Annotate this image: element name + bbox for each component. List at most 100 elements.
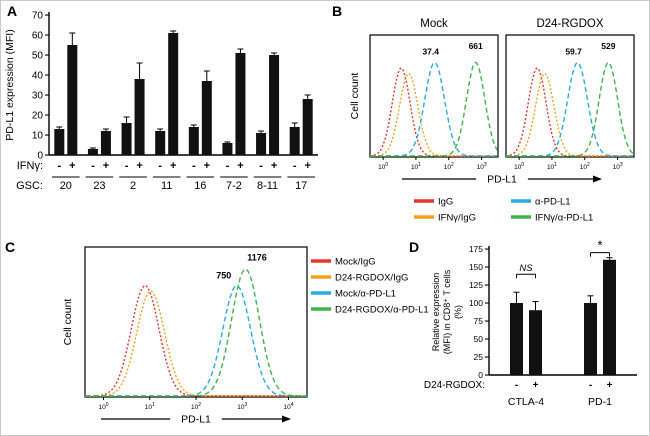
x-tick-label: 104 [283,402,293,411]
bar [168,33,179,155]
condition-sign: + [533,380,539,391]
group-label: 17 [295,180,307,192]
group-label: CTLA-4 [508,396,544,408]
x-tick-label: 100 [378,162,388,171]
y-tick-label: 30 [32,91,44,102]
condition-row-label: D24-RGDOX: [424,380,485,391]
x-tick-label: 100 [98,402,108,411]
legend-label: IgG [438,197,453,208]
y-tick-label: 70 [32,11,44,22]
peak-value: 1176 [247,252,267,262]
condition-sign: + [304,160,310,172]
peak-value: 661 [469,41,483,51]
panel-b-label: B [332,3,343,19]
condition-sign: + [103,160,109,172]
y-axis-label: PD-L1 expression (MFI) [4,29,16,140]
y-tick-label: 50 [474,334,484,344]
peak-value: 37.4 [422,47,439,57]
y-axis-label: Cell count [349,73,361,120]
x-tick-label: 101 [411,162,421,171]
bar [201,81,212,155]
x-tick-label: 103 [613,162,623,171]
panel-b: Cell count Mock 100 101 102 103 37.4 661 D24-RGD… [326,1,649,233]
y-tick-label: 25 [474,352,484,362]
y-tick-label: 0 [478,370,483,380]
legend-label: D24-RGDOX/α-PD-L1 [335,305,429,316]
group-label: 7-2 [226,180,242,192]
condition-sign: + [69,160,75,172]
x-tick-label: 101 [145,402,155,411]
group-label: 11 [161,180,172,192]
y-axis-label: (MFI) in CD8⁺ T cells [442,269,452,354]
legend-label: α-PD-L1 [535,197,571,208]
bar [584,303,597,375]
y-tick-label: 20 [32,111,44,122]
y-tick-label: 75 [474,316,484,326]
bar [54,129,65,155]
panel-d: 0 25 50 75 100 125 150 175 Relative expression (M… [401,233,649,435]
bar [603,259,616,375]
condition-sign: + [204,160,210,172]
legend-label: Mock/α-PD-L1 [335,289,396,300]
bar [121,123,132,155]
y-tick-label: 0 [37,151,43,162]
bar [100,131,111,155]
bar [235,53,246,155]
x-tick-label: 101 [547,162,557,171]
y-tick-label: 125 [469,280,483,290]
peak-value: 529 [601,41,615,51]
panel-a-label: A [7,3,18,19]
y-tick-label: 150 [469,262,483,272]
condition-sign: - [192,160,196,172]
y-axis-label: (%) [453,305,463,319]
panel-d-bar-chart: 0 25 50 75 100 125 150 175 Relative expression (M… [424,238,637,408]
panel-c: Cell count 100 101 102 103 104 750 1176 PD-L1 Moc… [1,233,441,435]
subpanel-title: D24-RGDOX [536,18,603,30]
y-tick-label: 175 [469,244,483,254]
x-tick-label: 103 [237,402,247,411]
x-tick-label: 102 [191,402,201,411]
hist-curve [369,67,498,157]
legend-label: IFNγ/α-PD-L1 [535,213,593,224]
x-tick-label: 102 [580,162,590,171]
hist-curve [506,62,634,157]
hist-curve [85,268,307,397]
y-tick-label: 100 [469,298,483,308]
group-label: 23 [93,180,105,192]
plot-frame [84,246,308,398]
condition-sign: + [271,160,277,172]
group-label: 16 [194,180,206,192]
group-row-label: GSC: [16,180,43,192]
hist-curve [370,62,498,157]
condition-sign: - [293,160,297,172]
condition-row-label: IFNγ: [17,160,43,172]
panel-d-label: D [409,239,420,255]
condition-sign: - [515,380,518,391]
panel-a: 0 10 20 30 40 50 60 70 PD-L1 expression (MFI) - +2… [1,1,326,233]
group-label: 2 [130,180,136,192]
bar [529,310,542,375]
group-label: 20 [60,180,72,192]
hist-curve [370,61,498,157]
bar [256,133,267,155]
bar [302,99,313,155]
peak-value: 59.7 [565,47,582,57]
y-axis-label: Cell count [62,299,74,346]
y-tick-label: 40 [32,71,44,82]
bar [269,55,280,155]
condition-sign: - [589,380,592,391]
bar [67,45,78,155]
bar [155,131,166,155]
x-axis-label: PD-L1 [181,414,211,426]
hist-curve [505,67,634,157]
x-tick-label: 100 [514,162,524,171]
subpanel-title: Mock [420,18,448,30]
group-label: 8-11 [257,180,278,192]
hist-curve [85,285,307,397]
legend-label: IFNγ/IgG [438,213,476,224]
bar [134,79,145,155]
condition-sign: - [57,160,61,172]
group-label: PD-1 [588,396,612,408]
